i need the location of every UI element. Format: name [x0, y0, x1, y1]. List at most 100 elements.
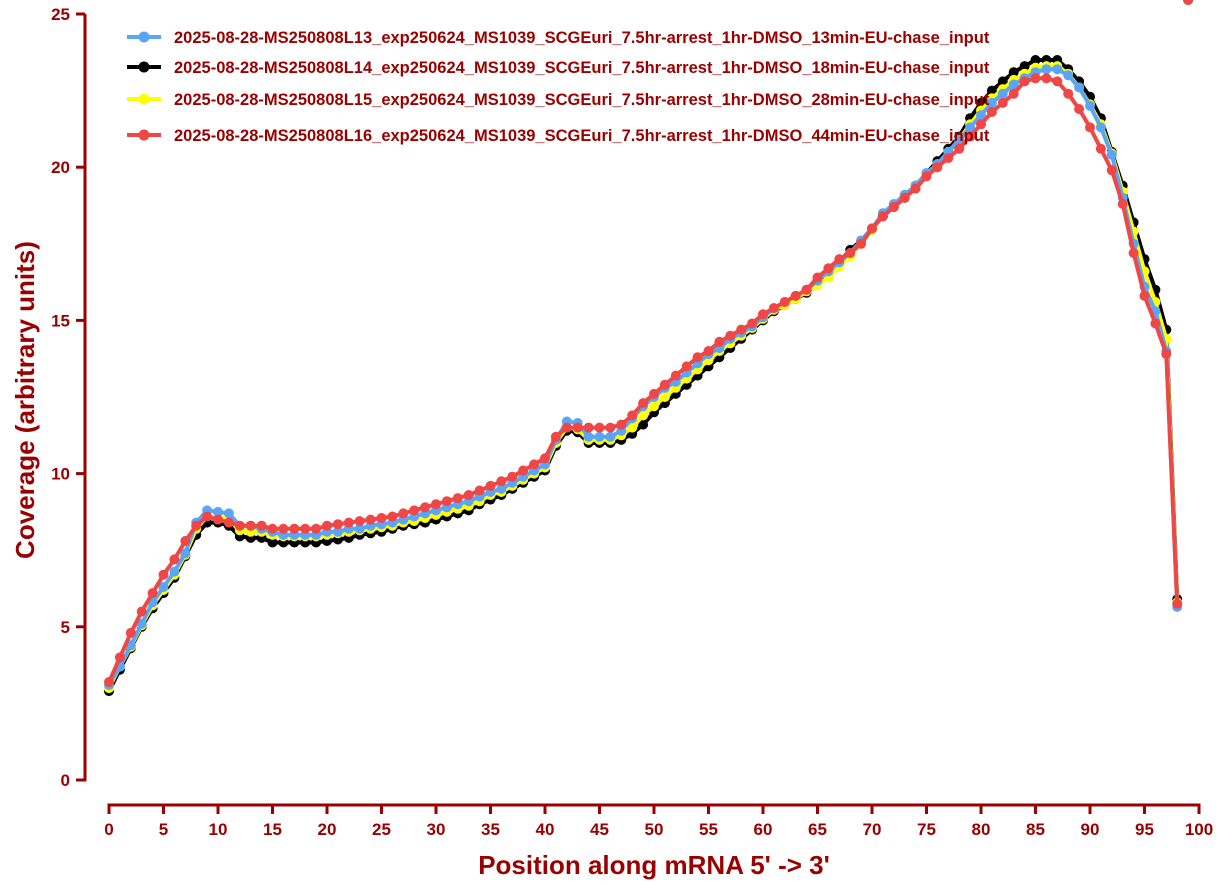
data-point [845, 248, 856, 258]
data-point [649, 388, 659, 399]
x-tick-label: 40 [536, 820, 555, 839]
y-tick-label: 25 [51, 5, 70, 24]
data-point [202, 511, 213, 522]
data-point [670, 370, 681, 381]
data-point [659, 392, 670, 402]
data-point [441, 496, 452, 507]
x-tick-label: 100 [1185, 820, 1213, 839]
data-point [627, 410, 638, 421]
legend-item: 2025-08-28-MS250808L15_exp250624_MS1039_… [127, 91, 990, 109]
data-point [1139, 290, 1150, 301]
legend-swatch-marker [138, 129, 150, 141]
data-point [322, 520, 332, 531]
data-point [867, 223, 877, 234]
data-point [616, 419, 627, 430]
data-point [256, 520, 267, 531]
data-point [1074, 104, 1085, 114]
data-point [572, 422, 583, 433]
data-point [1106, 165, 1117, 176]
x-axis-title: Position along mRNA 5' -> 3' [478, 850, 830, 880]
plot-area [104, 0, 1194, 697]
data-point [997, 97, 1008, 108]
data-point [986, 97, 997, 108]
data-point [943, 153, 954, 163]
data-point [888, 202, 899, 212]
data-point [267, 537, 278, 548]
data-point [354, 523, 365, 534]
series-4 [104, 0, 1194, 687]
data-point [1128, 248, 1139, 258]
data-point [736, 324, 747, 335]
legend-label: 2025-08-28-MS250808L14_exp250624_MS1039_… [174, 59, 990, 77]
data-point [398, 508, 409, 519]
y-axis-title: Coverage (arbitrary units) [10, 241, 40, 559]
data-point [877, 211, 888, 222]
data-point [1117, 199, 1128, 209]
data-point [1008, 79, 1019, 90]
data-point [213, 514, 223, 525]
data-point [191, 520, 202, 531]
data-point [1095, 122, 1106, 133]
data-point [343, 517, 354, 528]
data-point [1085, 122, 1095, 133]
x-tick-label: 50 [645, 820, 664, 839]
data-point [627, 422, 638, 433]
data-point [638, 398, 649, 409]
data-point [594, 431, 605, 442]
data-point [114, 652, 125, 663]
data-point [594, 422, 605, 433]
data-point [213, 506, 223, 517]
data-point [997, 76, 1008, 87]
x-tick-label: 70 [863, 820, 882, 839]
data-point [605, 422, 616, 433]
data-point [605, 431, 616, 442]
x-tick-label: 90 [1081, 820, 1100, 839]
data-point [496, 476, 507, 487]
series-line [107, 67, 1180, 687]
data-point [583, 422, 594, 433]
data-point [834, 254, 845, 265]
data-point [1172, 598, 1183, 609]
x-tick-label: 0 [104, 820, 113, 839]
data-point [332, 519, 343, 530]
data-point [1019, 76, 1030, 87]
data-point [376, 513, 387, 523]
data-point [1074, 82, 1085, 93]
data-point [1085, 100, 1095, 111]
x-tick-label: 15 [263, 820, 282, 839]
data-point [223, 517, 234, 528]
data-point [801, 284, 812, 295]
data-point [997, 88, 1008, 99]
data-point [1150, 318, 1161, 329]
y-axis-ticks: 0 5 10 15 20 25 [51, 5, 85, 790]
data-point [659, 379, 670, 390]
x-tick-label: 5 [159, 820, 168, 839]
legend-item: 2025-08-28-MS250808L14_exp250624_MS1039_… [127, 59, 990, 77]
data-point [747, 318, 758, 329]
data-point [638, 410, 649, 421]
data-point [463, 490, 474, 500]
data-point [561, 422, 572, 433]
x-tick-label: 35 [481, 820, 500, 839]
data-point [278, 523, 289, 534]
data-point [1063, 88, 1074, 99]
data-point [1063, 70, 1074, 81]
legend-item: 2025-08-28-MS250808L16_exp250624_MS1039_… [127, 127, 990, 145]
data-point [1095, 143, 1106, 154]
data-point [550, 431, 561, 442]
data-point [1106, 149, 1117, 160]
data-point [986, 85, 997, 96]
data-point [245, 520, 256, 531]
data-point [1041, 64, 1052, 75]
x-tick-label: 25 [372, 820, 391, 839]
data-point [158, 569, 169, 580]
data-point [758, 309, 768, 320]
legend-label: 2025-08-28-MS250808L15_exp250624_MS1039_… [174, 91, 990, 109]
data-point [986, 107, 997, 117]
data-point [485, 480, 496, 491]
data-point [420, 502, 431, 513]
data-point [289, 523, 300, 534]
data-point [474, 485, 485, 496]
legend-item: 2025-08-28-MS250808L13_exp250624_MS1039_… [127, 29, 990, 47]
data-point [976, 110, 986, 121]
